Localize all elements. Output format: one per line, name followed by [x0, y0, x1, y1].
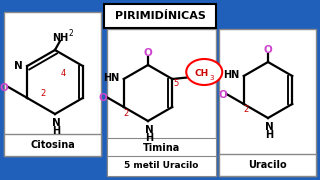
Text: H: H — [145, 133, 153, 143]
Text: HN: HN — [103, 73, 119, 83]
Text: Citosina: Citosina — [30, 140, 75, 150]
Text: H: H — [265, 130, 273, 140]
Text: N: N — [145, 125, 153, 135]
Text: O: O — [264, 45, 272, 55]
Text: N: N — [14, 61, 23, 71]
Text: CH: CH — [194, 69, 208, 78]
Text: N: N — [52, 118, 60, 128]
Text: 5 metil Uracilo: 5 metil Uracilo — [124, 161, 199, 170]
Text: O: O — [218, 90, 227, 100]
Text: 2: 2 — [68, 30, 73, 39]
Text: N: N — [265, 122, 273, 132]
FancyBboxPatch shape — [107, 29, 216, 176]
FancyBboxPatch shape — [4, 134, 101, 156]
Text: O: O — [98, 93, 107, 103]
Text: HN: HN — [223, 70, 239, 80]
FancyBboxPatch shape — [104, 4, 216, 28]
FancyBboxPatch shape — [4, 12, 101, 156]
FancyBboxPatch shape — [107, 138, 216, 158]
Text: NH: NH — [52, 33, 68, 43]
FancyBboxPatch shape — [219, 154, 316, 176]
Text: O: O — [0, 83, 9, 93]
Text: O: O — [144, 48, 152, 58]
Text: 4: 4 — [60, 69, 66, 78]
Text: 2: 2 — [243, 105, 248, 114]
Text: 2: 2 — [123, 109, 128, 118]
Text: 2: 2 — [40, 89, 46, 98]
Text: 5: 5 — [174, 80, 179, 89]
FancyBboxPatch shape — [107, 156, 216, 176]
Text: 3: 3 — [209, 75, 213, 81]
Ellipse shape — [186, 59, 222, 85]
Text: Timina: Timina — [143, 143, 180, 153]
Text: H: H — [52, 126, 60, 136]
Text: Uracilo: Uracilo — [248, 160, 287, 170]
Text: PIRIMIDÍNICAS: PIRIMIDÍNICAS — [115, 11, 205, 21]
FancyBboxPatch shape — [219, 29, 316, 176]
